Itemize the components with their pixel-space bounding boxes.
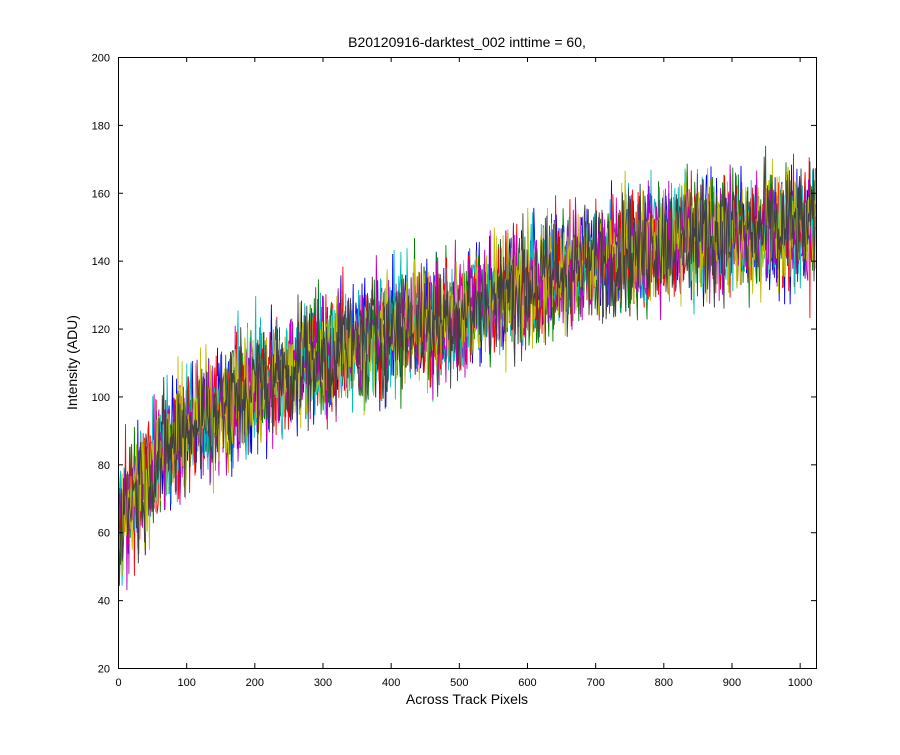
x-tick-label: 300 — [314, 677, 332, 689]
y-tick-label: 120 — [92, 324, 110, 336]
y-tick-label: 20 — [98, 664, 110, 676]
x-tick-label: 400 — [382, 677, 400, 689]
x-tick-label: 900 — [723, 677, 741, 689]
y-tick-label: 40 — [98, 596, 110, 608]
x-tick-label: 200 — [246, 677, 264, 689]
x-axis-title: Across Track Pixels — [406, 691, 528, 707]
x-tick-label: 700 — [586, 677, 604, 689]
x-tick-label: 500 — [450, 677, 468, 689]
y-tick-label: 180 — [92, 120, 110, 132]
x-tick-label: 0 — [115, 677, 121, 689]
x-tick-label: 100 — [177, 677, 195, 689]
y-tick-label: 80 — [98, 460, 110, 472]
x-tick-label: 600 — [518, 677, 536, 689]
y-tick-label: 100 — [92, 392, 110, 404]
y-tick-label: 140 — [92, 256, 110, 268]
tick-layer: 0 100 200 300 400 500 600 700 800 900 1000 20 40 60 80… — [92, 53, 816, 689]
series-line-5 — [118, 164, 816, 591]
x-tick-label: 1000 — [788, 677, 812, 689]
y-tick-label: 60 — [98, 528, 110, 540]
y-tick-label: 160 — [92, 188, 110, 200]
series-line-7 — [118, 156, 816, 586]
axes-box — [118, 57, 817, 669]
y-tick-label: 200 — [92, 53, 110, 65]
x-tick-label: 800 — [655, 677, 673, 689]
y-axis-title: Intensity (ADU) — [64, 315, 80, 410]
series-line-6 — [118, 158, 816, 575]
chart-title: B20120916-darktest_002 inttime = 60, — [348, 34, 586, 50]
series-layer — [118, 145, 816, 591]
